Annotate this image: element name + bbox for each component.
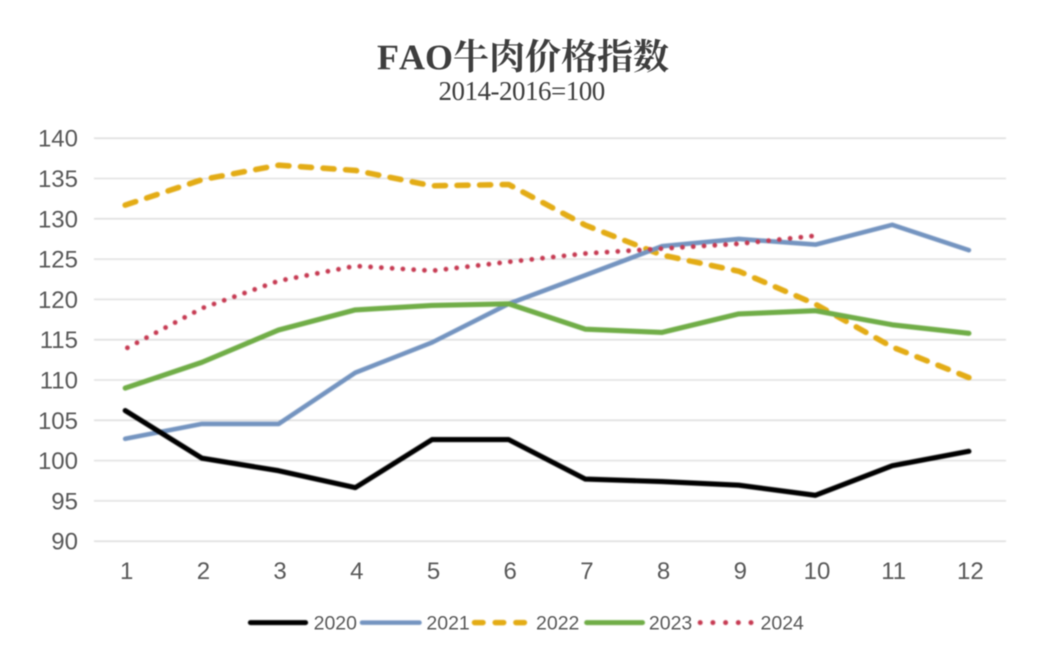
svg-text:5: 5	[427, 558, 440, 585]
svg-text:135: 135	[38, 166, 78, 193]
svg-text:2023: 2023	[649, 613, 692, 635]
svg-text:6: 6	[504, 558, 517, 585]
svg-text:125: 125	[38, 247, 78, 274]
svg-text:110: 110	[40, 368, 78, 395]
svg-text:2021: 2021	[426, 613, 469, 635]
svg-text:140: 140	[38, 126, 78, 153]
svg-text:100: 100	[38, 448, 78, 475]
svg-text:115: 115	[40, 327, 78, 354]
svg-text:2: 2	[197, 558, 210, 585]
svg-text:95: 95	[51, 488, 78, 515]
svg-text:105: 105	[38, 408, 78, 435]
svg-text:11: 11	[881, 558, 906, 585]
svg-text:3: 3	[273, 558, 286, 585]
svg-text:120: 120	[38, 287, 78, 314]
svg-text:9: 9	[734, 558, 747, 585]
svg-text:8: 8	[657, 558, 670, 585]
svg-text:2020: 2020	[314, 613, 358, 635]
svg-text:10: 10	[804, 558, 831, 585]
svg-text:2014-2016=100: 2014-2016=100	[438, 76, 604, 106]
svg-text:12: 12	[957, 558, 984, 585]
svg-text:130: 130	[38, 206, 78, 233]
svg-text:90: 90	[51, 529, 78, 556]
svg-text:2022: 2022	[536, 613, 579, 635]
svg-text:2024: 2024	[761, 613, 805, 635]
svg-text:1: 1	[120, 558, 133, 585]
svg-text:4: 4	[350, 558, 363, 585]
svg-text:7: 7	[580, 558, 593, 585]
